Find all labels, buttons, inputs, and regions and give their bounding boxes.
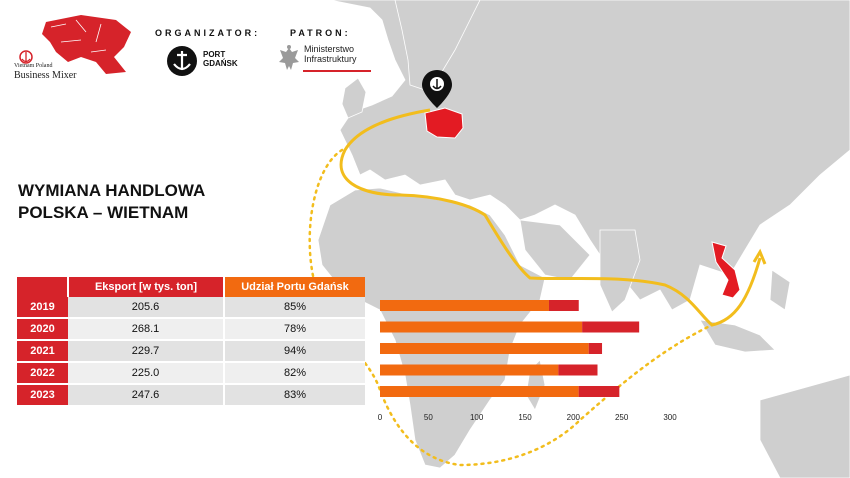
suez-route: [339, 108, 762, 327]
table-header-row: Eksport [w tys. ton] Udział Portu Gdańsk: [17, 277, 365, 297]
x-tick-label: 50: [424, 413, 433, 422]
port-pin-icon: [422, 70, 452, 108]
bar-2022-segment-1: [380, 364, 559, 376]
x-tick-label: 0: [378, 413, 383, 422]
australia: [759, 374, 850, 478]
mixer-subtitle: Vietnam Poland: [14, 63, 53, 69]
table-row: 2021 229.7 94%: [17, 340, 365, 363]
bar-2020-segment-2: [582, 321, 640, 333]
vietnam-highlight: [711, 241, 741, 299]
table-row: 2023 247.6 83%: [17, 384, 365, 407]
table-row: 2020 268.1 78%: [17, 318, 365, 341]
port-gdansk-logo-icon: [167, 46, 197, 76]
x-tick-label: 250: [615, 413, 629, 422]
row-year: 2022: [17, 362, 68, 385]
port-gdansk-name: PORT GDAŃSK: [203, 50, 238, 68]
bar-2023-segment-1: [380, 386, 579, 397]
arabia: [519, 219, 591, 281]
header-share: Udział Portu Gdańsk: [223, 277, 365, 297]
bar-2021-segment-2: [588, 343, 603, 354]
x-tick-label: 150: [518, 413, 532, 422]
title-line2: POLSKA – WIETNAM: [18, 203, 189, 222]
ministry-name: Ministerstwo Infrastruktury: [304, 44, 357, 64]
row-share: 94%: [223, 340, 365, 363]
bar-2019-segment-1: [380, 300, 549, 311]
bar-2022-segment-2: [558, 364, 598, 376]
header-blank: [17, 277, 68, 297]
bar-2021-segment-1: [380, 343, 589, 354]
row-year: 2020: [17, 318, 68, 341]
row-export: 205.6: [68, 297, 224, 319]
great-britain: [341, 77, 367, 119]
row-export: 229.7: [68, 340, 224, 363]
row-share: 78%: [223, 318, 365, 341]
patron-label: PATRON:: [290, 28, 351, 38]
route-arrowhead: [752, 248, 767, 265]
page-title: WYMIANA HANDLOWA POLSKA – WIETNAM: [18, 180, 205, 224]
row-year: 2021: [17, 340, 68, 363]
title-line1: WYMIANA HANDLOWA: [18, 181, 206, 200]
eagle-emblem-icon: [279, 45, 299, 70]
ministry-underline: [303, 70, 371, 72]
x-tick-label: 200: [567, 413, 581, 422]
row-export: 247.6: [68, 384, 224, 407]
header-export: Eksport [w tys. ton]: [67, 277, 224, 297]
x-tick-label: 300: [663, 413, 677, 422]
port-name-line1: PORT: [203, 50, 226, 59]
india: [599, 229, 641, 313]
bar-2019-segment-2: [548, 300, 579, 311]
row-export: 225.0: [68, 362, 224, 385]
ministry-line1: Ministerstwo: [304, 44, 355, 54]
mixer-map-logo: [19, 15, 131, 74]
cape-route: [308, 148, 714, 467]
table-row: 2019 205.6 85%: [17, 297, 365, 319]
x-tick-label: 100: [470, 413, 484, 422]
organizer-label: ORGANIZATOR:: [155, 28, 261, 38]
bar-2020-segment-1: [380, 321, 583, 333]
bar-2023-segment-2: [578, 386, 620, 397]
row-share: 83%: [223, 384, 365, 407]
row-share: 82%: [223, 362, 365, 385]
southeast-asia-islands: [699, 319, 776, 353]
row-year: 2023: [17, 384, 68, 407]
philippines: [769, 269, 791, 311]
row-year: 2019: [17, 297, 68, 319]
mixer-title: Business Mixer: [14, 70, 77, 81]
table-row: 2022 225.0 82%: [17, 362, 365, 385]
row-export: 268.1: [68, 318, 224, 341]
row-share: 85%: [223, 297, 365, 319]
ministry-line2: Infrastruktury: [304, 54, 357, 64]
poland-highlight: [424, 107, 464, 139]
port-name-line2: GDAŃSK: [203, 59, 238, 68]
export-table: Eksport [w tys. ton] Udział Portu Gdańsk…: [17, 277, 365, 407]
